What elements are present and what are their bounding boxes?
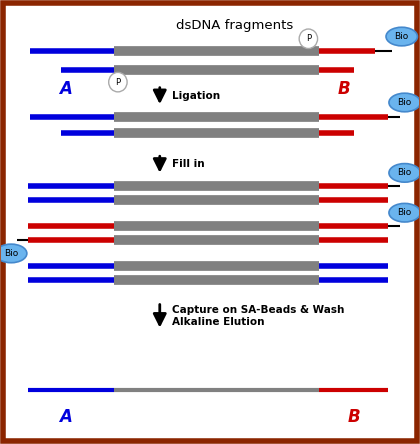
Text: B: B xyxy=(338,80,350,98)
Circle shape xyxy=(299,29,318,48)
Text: A: A xyxy=(59,80,72,98)
Text: Bio: Bio xyxy=(397,98,412,107)
Text: dsDNA fragments: dsDNA fragments xyxy=(176,19,294,32)
Ellipse shape xyxy=(389,203,420,222)
Text: Capture on SA-Beads & Wash
Alkaline Elution: Capture on SA-Beads & Wash Alkaline Elut… xyxy=(172,305,345,327)
Text: B: B xyxy=(348,408,361,426)
Text: A: A xyxy=(59,408,72,426)
Text: Bio: Bio xyxy=(4,249,18,258)
Text: Bio: Bio xyxy=(395,32,409,41)
Text: Ligation: Ligation xyxy=(172,91,220,101)
Circle shape xyxy=(109,72,127,92)
Text: P: P xyxy=(116,78,121,87)
Ellipse shape xyxy=(389,163,420,182)
Text: P: P xyxy=(306,34,311,43)
Ellipse shape xyxy=(0,244,27,263)
Text: Fill in: Fill in xyxy=(172,159,205,170)
Ellipse shape xyxy=(386,27,417,46)
Ellipse shape xyxy=(389,93,420,112)
Text: Bio: Bio xyxy=(397,208,412,217)
Text: Bio: Bio xyxy=(397,168,412,177)
